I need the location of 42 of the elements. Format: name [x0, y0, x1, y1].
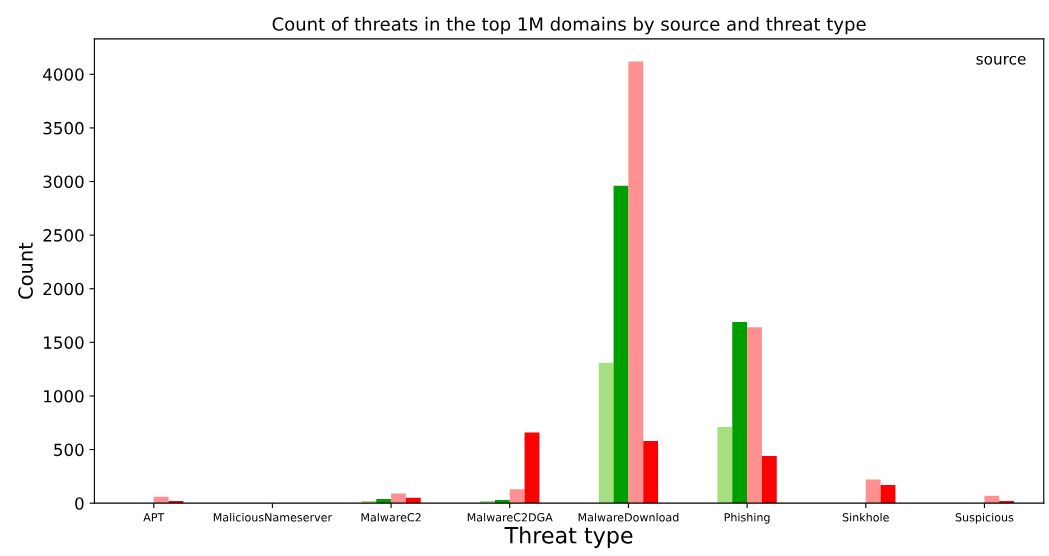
- bar: [153, 496, 169, 504]
- y-tick-label: 0: [75, 497, 84, 510]
- bar: [984, 495, 1000, 504]
- x-tick-label: MalwareC2DGA: [467, 512, 553, 522]
- y-tick-label: 1000: [44, 389, 84, 403]
- bar: [717, 427, 733, 504]
- x-tick-label: Suspicious: [955, 512, 1014, 524]
- y-tick-label: 500: [54, 443, 84, 457]
- bar: [376, 498, 392, 504]
- y-tick-label: 2500: [43, 229, 84, 242]
- x-tick-label: MaliciousNameserver: [213, 512, 333, 522]
- bar: [761, 456, 777, 504]
- x-tick-label: APT: [143, 513, 165, 522]
- bar: [391, 493, 406, 504]
- bar: [509, 489, 525, 504]
- x-tick-label: MalwareDownload: [578, 512, 679, 522]
- x-axis-title: Threat type: [504, 526, 633, 548]
- y-tick-label: 3000: [43, 175, 84, 189]
- x-tick-label: Phishing: [724, 512, 770, 524]
- bar: [613, 185, 629, 504]
- chart-title: Count of threats in the top 1M domains by source and threat type: [272, 16, 866, 35]
- bar: [361, 501, 377, 504]
- x-tick-label: Sinkhole: [842, 512, 889, 522]
- x-tick-label: MalwareC2: [361, 512, 421, 522]
- bar: [865, 479, 881, 504]
- bar: [480, 501, 495, 504]
- y-tick-label: 3500: [43, 121, 84, 135]
- bar: [628, 61, 644, 504]
- bar: [524, 432, 540, 504]
- y-tick-label: 2000: [43, 282, 84, 296]
- y-tick-label: 4000: [43, 68, 84, 81]
- y-axis-title: Count: [18, 242, 33, 299]
- bar: [880, 484, 896, 504]
- bar: [643, 440, 659, 504]
- legend-title: source: [976, 55, 1026, 65]
- bar: [747, 327, 762, 504]
- bar: [598, 362, 614, 504]
- bar: [732, 321, 748, 504]
- bar: [494, 499, 510, 504]
- bar: [999, 501, 1015, 504]
- y-tick-label: 1500: [44, 336, 84, 349]
- bar: [405, 497, 421, 504]
